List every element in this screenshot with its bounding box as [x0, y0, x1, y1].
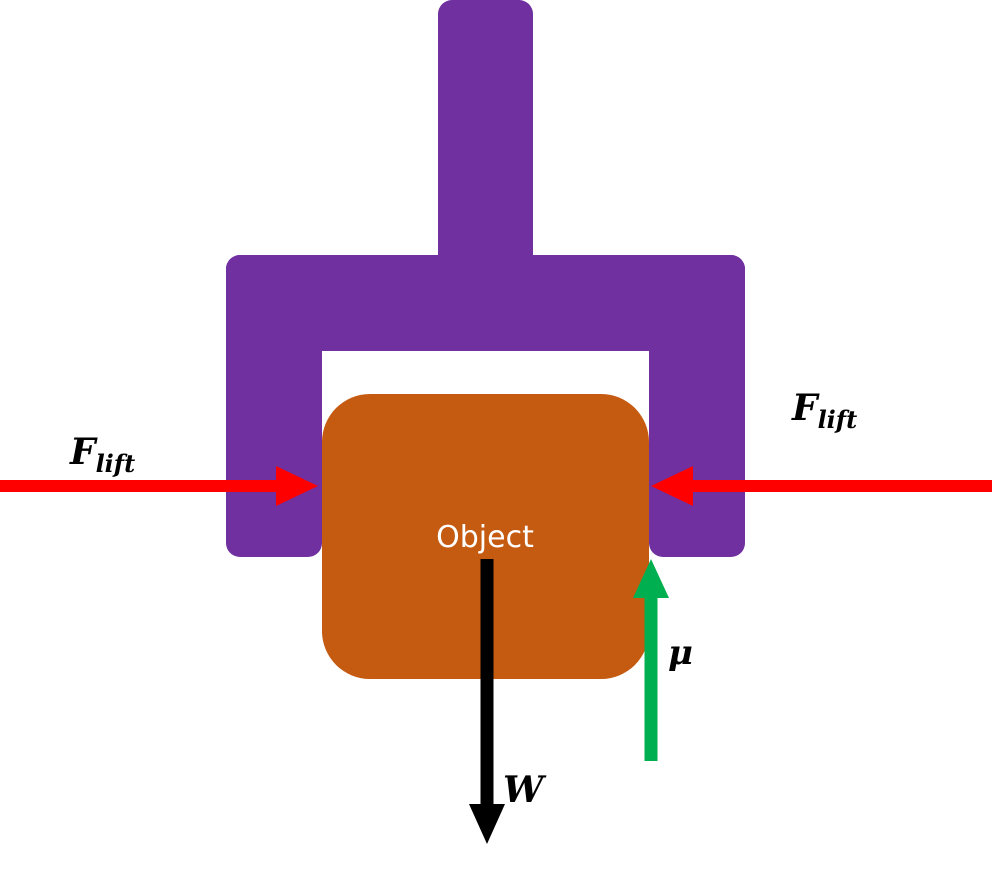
- gripper-stem: [438, 0, 533, 290]
- lift-force-left-label: Flift: [69, 431, 135, 478]
- lift-force-right-label: Flift: [791, 387, 857, 434]
- lift-force-right-symbol: F: [791, 387, 820, 429]
- lift-force-left-symbol: F: [69, 431, 98, 473]
- lift-force-right-subscript: lift: [818, 405, 858, 434]
- gripper-left-jaw: [226, 255, 322, 557]
- lift-force-left-arrow: [0, 466, 318, 506]
- gripper-right-jaw: [649, 255, 745, 557]
- object-block: [322, 394, 649, 679]
- lift-force-left-subscript: lift: [96, 449, 136, 478]
- weight-force-arrow: [469, 559, 505, 844]
- weight-label: W: [503, 769, 547, 811]
- lift-force-right-arrow: [651, 466, 992, 506]
- friction-force-arrow: [633, 559, 669, 761]
- gripper-top-bar: [226, 255, 745, 351]
- object-label: Object: [436, 520, 534, 555]
- friction-label: μ: [668, 633, 693, 673]
